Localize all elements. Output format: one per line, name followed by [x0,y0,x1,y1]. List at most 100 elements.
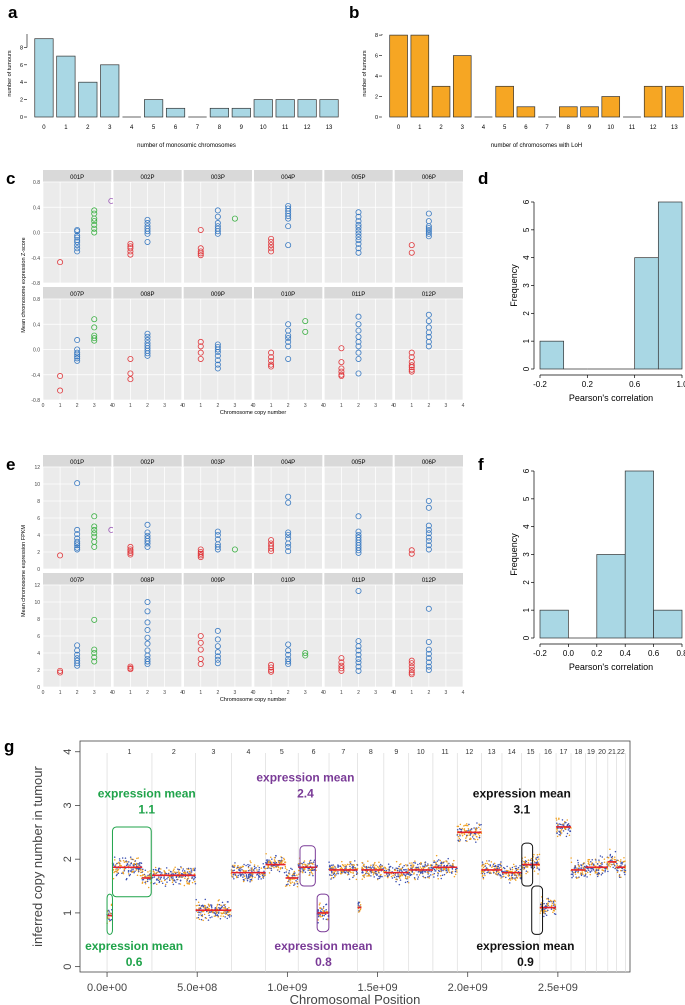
gene-point [469,829,472,831]
gene-point [408,871,411,874]
gene-point [433,859,435,862]
gene-point [215,906,218,908]
gene-point [352,867,354,869]
data-point [127,666,134,673]
data-point [197,633,204,640]
chromosome-label: 16 [544,749,552,756]
gene-point [125,878,128,881]
gene-point [328,865,331,868]
data-point [285,343,292,350]
histogram-bar [624,470,654,639]
x-tick-label: 4 [462,690,465,696]
gene-point [595,861,597,863]
gene-point [129,870,132,872]
gene-point [473,837,475,840]
y-tick-label: 5 [522,227,531,232]
gene-point [170,876,173,879]
data-point [355,245,362,252]
data-point [302,650,309,657]
gene-point [140,862,143,864]
gene-point [500,866,502,869]
gene-point [154,882,156,884]
gene-point [397,875,399,877]
gene-point [509,879,512,881]
x-tick-label: 1 [270,690,273,696]
gene-point [202,905,205,908]
gene-point [164,885,167,887]
gene-point [407,881,410,884]
gene-point [230,874,233,876]
gene-point [491,866,493,868]
gene-point [225,912,228,915]
gene-point [136,874,139,877]
gene-point [476,838,479,841]
gene-point [607,863,610,866]
data-point [355,249,362,256]
gene-point [190,869,193,871]
gene-point [232,874,235,876]
gene-point [238,866,240,869]
gene-point [424,871,427,873]
y-tick-label: 1 [522,338,531,343]
data-point [74,238,81,245]
gene-point [116,862,118,865]
chromosome-label: 14 [508,749,516,756]
gene-point [249,880,251,883]
chromosome-label: 8 [369,749,373,756]
gene-point [180,867,183,869]
gene-point [399,869,401,871]
gene-point [582,863,584,866]
gene-point [352,864,355,866]
gene-point [543,908,545,911]
gene-point [594,872,597,874]
facet-006P: 006P [394,170,464,284]
gene-point [595,859,597,861]
gene-point [576,859,579,862]
gene-point [361,861,363,864]
gene-point [121,857,124,859]
gene-point [529,859,532,861]
gene-point [249,869,251,871]
gene-point [332,864,334,866]
gene-point [204,898,207,901]
gene-point [478,834,481,837]
gene-point [195,898,197,901]
gene-point [163,879,166,882]
gene-point [308,869,311,871]
gene-point [446,864,449,867]
y-tick-label: 0.0 [33,231,40,237]
histogram-bar [653,609,683,639]
data-point [425,329,432,336]
chromosome-label: 12 [465,749,473,756]
gene-point [552,909,555,911]
gene-point [285,871,288,873]
x-tick-label: 1 [418,125,422,131]
x-tick-label: 0 [393,403,396,409]
gene-point [614,867,616,870]
data-point [91,526,98,533]
gene-point [569,830,571,832]
x-tick-label: 1 [59,690,62,696]
gene-point [273,856,276,859]
gene-point [442,869,444,872]
chromosome-label: 19 [587,749,595,756]
gene-point [616,864,619,867]
gene-point [601,872,604,874]
gene-point [447,857,449,860]
gene-point [169,875,171,878]
gene-point [281,861,283,863]
gene-point [524,865,527,868]
x-tick-label: 2 [427,403,430,409]
facet-strip [43,455,112,467]
gene-point [247,866,250,869]
gene-point [308,874,310,877]
gene-point [223,904,225,906]
y-tick-label: 1 [62,910,74,916]
gene-point [213,915,216,917]
gene-point [502,866,505,869]
gene-point [611,855,614,858]
gene-point [153,871,155,873]
